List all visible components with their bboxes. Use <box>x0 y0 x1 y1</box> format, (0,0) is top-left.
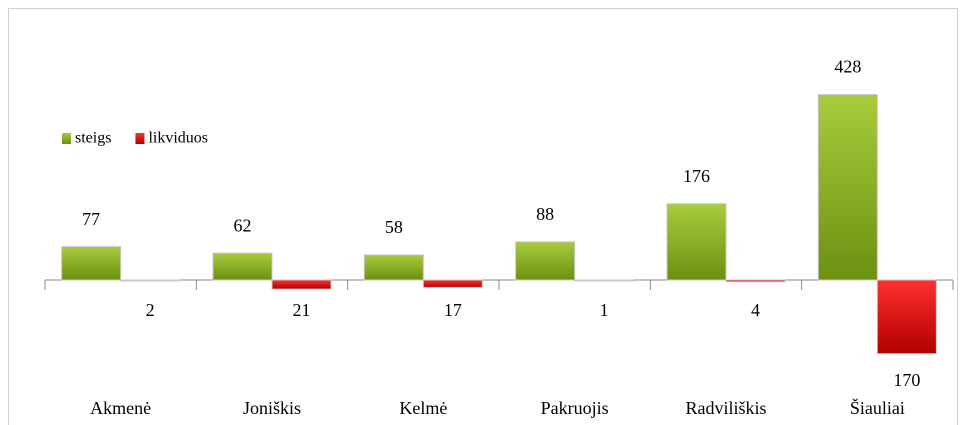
x-tick-label: Šiauliai <box>850 397 905 418</box>
data-label: 62 <box>233 215 251 235</box>
bar <box>515 241 576 281</box>
data-label: 4 <box>751 300 760 320</box>
data-label: 21 <box>293 300 311 320</box>
bar <box>666 203 727 281</box>
legend-label: likviduos <box>148 130 208 147</box>
bar <box>725 279 786 283</box>
bar <box>817 94 878 281</box>
bar <box>61 246 122 281</box>
x-tick-label: Radviliškis <box>685 398 766 418</box>
bar <box>120 279 181 282</box>
data-label: 428 <box>834 57 861 77</box>
bar <box>876 279 937 355</box>
bar <box>363 254 424 281</box>
x-tick-label: Akmenė <box>90 398 151 418</box>
legend-swatch <box>135 133 145 144</box>
data-label: 17 <box>444 300 462 320</box>
bar <box>574 279 635 282</box>
legend-label: steigs <box>75 130 111 147</box>
data-label: 1 <box>600 300 609 320</box>
data-label: 58 <box>385 217 403 237</box>
x-tick-label: Kelmė <box>399 398 447 418</box>
bar <box>271 279 332 290</box>
x-tick-label: Pakruojis <box>541 398 609 418</box>
data-label: 77 <box>82 209 100 229</box>
chart-frame <box>8 8 958 425</box>
data-label: 176 <box>683 166 710 186</box>
bar <box>422 279 483 288</box>
data-label: 88 <box>536 204 554 224</box>
x-tick-label: Joniškis <box>243 398 301 418</box>
data-label: 170 <box>893 370 920 390</box>
bar <box>212 252 273 281</box>
legend-swatch <box>62 133 71 144</box>
data-label: 2 <box>146 300 155 320</box>
